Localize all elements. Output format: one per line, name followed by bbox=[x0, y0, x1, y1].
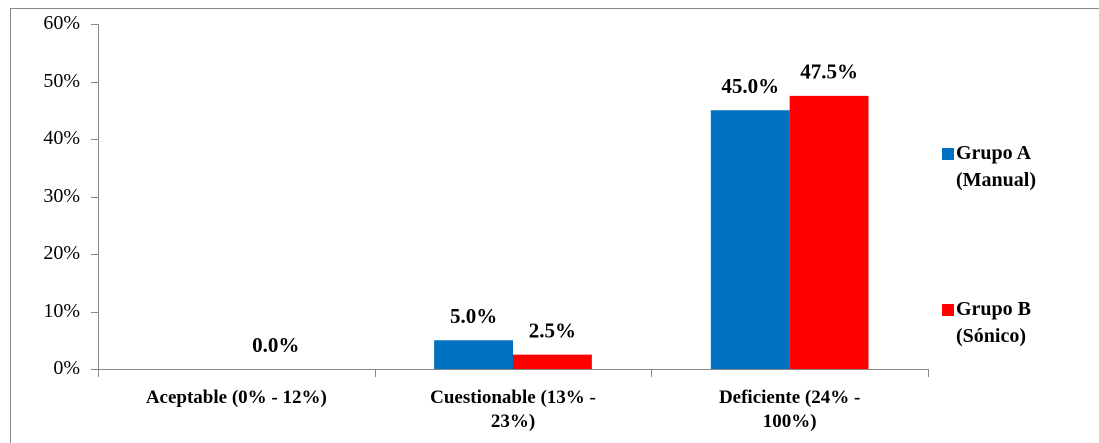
y-tick-label: 0% bbox=[53, 357, 80, 379]
x-tick-label: Deficiente (24% - 100%) bbox=[718, 387, 861, 432]
y-tick-label: 40% bbox=[43, 127, 80, 149]
y-tick-label: 30% bbox=[43, 185, 80, 207]
chart-border bbox=[10, 8, 1099, 443]
legend-swatch bbox=[942, 148, 954, 160]
y-tick-label: 50% bbox=[43, 70, 80, 92]
legend-item: Grupo A (Manual) bbox=[942, 140, 1096, 194]
legend-label: Grupo A (Manual) bbox=[956, 142, 1036, 191]
legend-swatch bbox=[942, 304, 954, 316]
x-tick-label: Cuestionable (13% - 23%) bbox=[430, 387, 596, 432]
data-label: 47.5% bbox=[800, 60, 858, 84]
bar bbox=[434, 340, 513, 369]
data-label: 2.5% bbox=[529, 318, 576, 342]
legend-item: Grupo B (Sónico) bbox=[942, 296, 1096, 350]
bar bbox=[710, 110, 790, 369]
bar bbox=[513, 354, 592, 369]
bar bbox=[789, 95, 869, 369]
y-tick-label: 10% bbox=[43, 300, 80, 322]
data-label: 45.0% bbox=[721, 74, 779, 98]
y-tick-label: 20% bbox=[43, 242, 80, 264]
data-label: 0.0% bbox=[252, 333, 299, 357]
data-label: 5.0% bbox=[450, 304, 497, 328]
legend-label: Grupo B (Sónico) bbox=[956, 298, 1032, 347]
x-tick-label: Aceptable (0% - 12%) bbox=[145, 387, 327, 408]
y-tick-label: 60% bbox=[43, 12, 80, 34]
